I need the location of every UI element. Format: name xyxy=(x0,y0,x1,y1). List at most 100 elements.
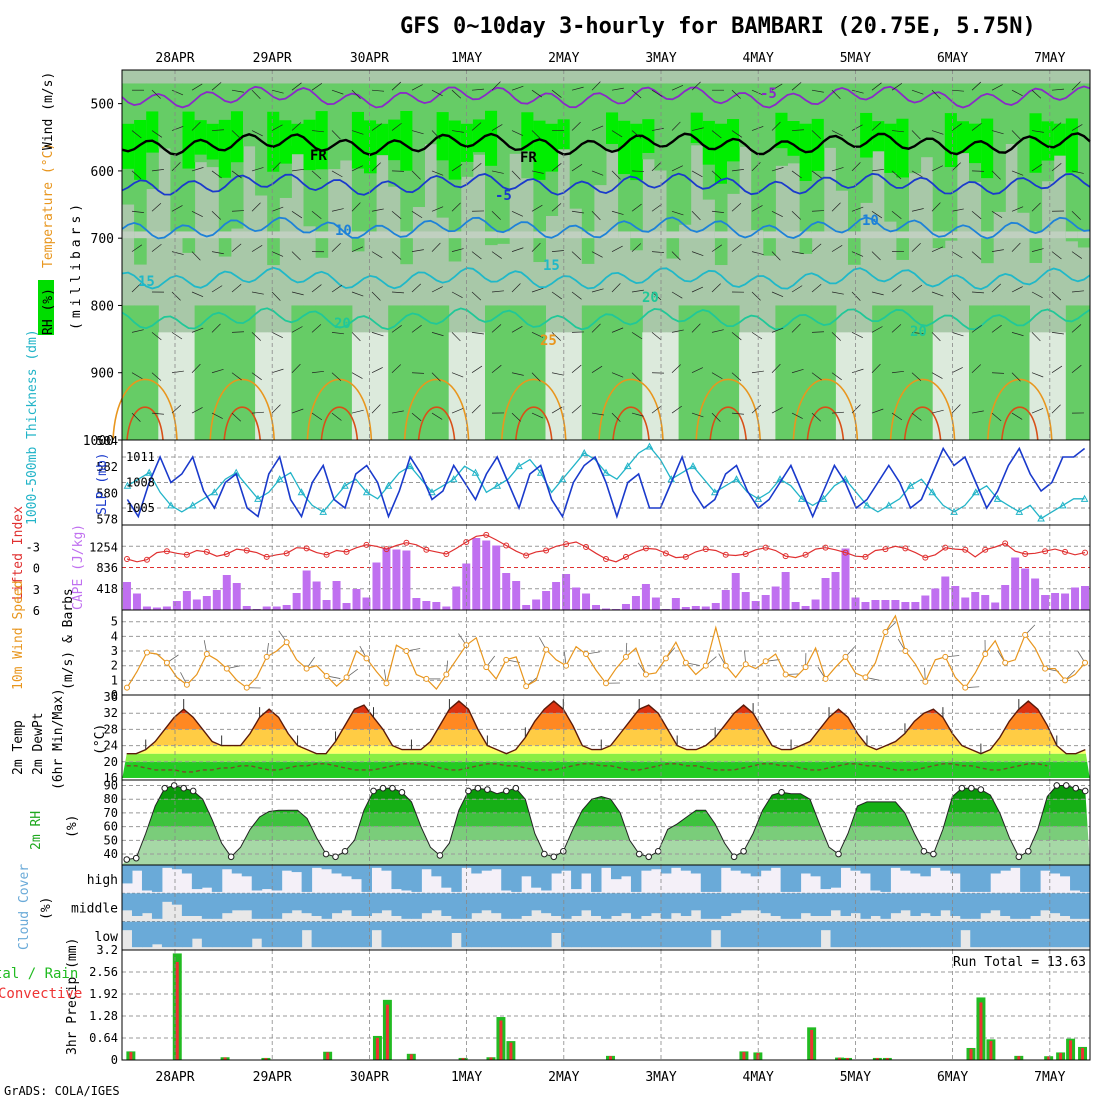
thickness-point xyxy=(1037,514,1045,522)
chart-title: GFS 0~10day 3-hourly for BAMBARI (20.75E… xyxy=(400,14,1036,39)
wind-speed-point xyxy=(503,656,510,663)
wind-barb xyxy=(851,206,864,212)
wind-barb xyxy=(311,284,322,293)
cloud-cell xyxy=(750,865,762,877)
wind-barb xyxy=(891,210,902,220)
wind-barb xyxy=(971,211,982,220)
wind-barb xyxy=(911,170,923,178)
wind-barb xyxy=(951,208,964,212)
cloud-cell xyxy=(141,893,153,914)
precip-tick-label: 2.56 xyxy=(89,965,118,979)
wind-barb xyxy=(1051,88,1064,91)
cloud-cell xyxy=(231,865,243,874)
wind-barb xyxy=(271,251,284,257)
wind-barb xyxy=(871,82,882,91)
cloud-cell xyxy=(1020,865,1031,892)
rh-patch xyxy=(1053,231,1067,239)
cloud-cell xyxy=(740,865,752,874)
cloud-cell xyxy=(830,921,842,948)
rh-patch xyxy=(376,332,389,440)
wind-barb xyxy=(1011,412,1023,420)
wind-barb xyxy=(511,412,521,422)
rh-patch xyxy=(884,231,897,239)
cloud-cell xyxy=(1050,893,1061,914)
cape-bar xyxy=(162,606,171,610)
wind-barb xyxy=(571,364,582,373)
cloud-cell xyxy=(770,893,782,916)
rh-patch xyxy=(787,121,801,156)
rh-patch xyxy=(1005,231,1018,239)
wind-barb xyxy=(251,167,264,172)
rh-patch xyxy=(739,332,752,440)
cloud-cell xyxy=(840,865,851,868)
wind-speed-point xyxy=(722,662,729,669)
wind-barb xyxy=(671,165,683,172)
wind-barb xyxy=(291,291,304,296)
wind-barb xyxy=(931,202,941,212)
li-tick-label: 3 xyxy=(33,583,40,597)
cloud-cell xyxy=(910,865,921,874)
rh-point xyxy=(977,786,985,793)
cloud-cell xyxy=(1030,921,1041,948)
wind-barb xyxy=(671,405,682,414)
thickness-point xyxy=(906,481,915,489)
wind-barb xyxy=(731,243,742,252)
cape-bar xyxy=(482,540,491,610)
cloud-cell xyxy=(441,893,452,916)
cloud-cell xyxy=(551,865,562,874)
cloud-cell xyxy=(281,893,293,914)
precip-legend-convective: Convective xyxy=(0,986,82,1002)
cape-bar xyxy=(791,602,800,610)
cloud-cell xyxy=(441,865,452,888)
rh-point xyxy=(332,853,339,861)
panel-frame xyxy=(121,949,1091,1061)
rh-patch xyxy=(460,332,474,440)
wind-speed-point xyxy=(742,661,749,668)
thickness-point xyxy=(341,481,349,489)
wind-barb xyxy=(411,324,422,333)
wind-barb xyxy=(951,291,961,301)
cape-bar xyxy=(492,545,501,610)
wind-barb xyxy=(731,202,742,212)
cape-bar xyxy=(123,582,131,610)
wind-barb xyxy=(131,210,144,213)
wind-barb xyxy=(411,283,422,293)
y-tick-label: 900 xyxy=(91,367,114,382)
wind-barb xyxy=(911,412,922,421)
wind-barb xyxy=(831,130,843,137)
cloud-cell xyxy=(201,921,213,948)
cape-bar xyxy=(1021,568,1030,610)
wind-barb xyxy=(351,89,361,99)
rh-patch xyxy=(860,112,873,158)
wind-barb xyxy=(1071,251,1083,259)
pressure-axis-label: (millibars) xyxy=(69,200,84,330)
wind-barb xyxy=(791,285,803,293)
cloud-cell xyxy=(990,865,1001,874)
wind-barb xyxy=(351,372,363,379)
wind-tick-label: 0 xyxy=(111,688,118,702)
wind-barb xyxy=(391,364,401,373)
wind-barb xyxy=(731,372,742,381)
cape-bar xyxy=(1001,585,1010,610)
wind-barb xyxy=(431,130,441,140)
rh-patch xyxy=(763,83,776,256)
wind-barb xyxy=(451,408,464,414)
cloud-cell xyxy=(421,893,432,914)
cloud-cell xyxy=(122,865,133,884)
wind-barb xyxy=(771,210,783,217)
thickness-point xyxy=(254,494,262,502)
wind-axis-label-2: (m/s) & Barbs xyxy=(61,588,76,690)
wind-barb xyxy=(831,372,842,381)
wind-barb xyxy=(811,372,822,381)
wind-barb xyxy=(471,404,481,414)
rh-point xyxy=(123,856,131,863)
rh-patch xyxy=(388,305,401,440)
cloud-cell xyxy=(561,865,572,871)
cloud-cell xyxy=(660,865,672,874)
bottom-date-label: 5MAY xyxy=(840,1070,871,1085)
cloud-cell xyxy=(780,865,792,892)
wind-barb xyxy=(151,332,162,341)
thickness-point xyxy=(167,501,175,509)
wind-speed-point xyxy=(862,674,869,681)
li-point xyxy=(802,551,809,558)
